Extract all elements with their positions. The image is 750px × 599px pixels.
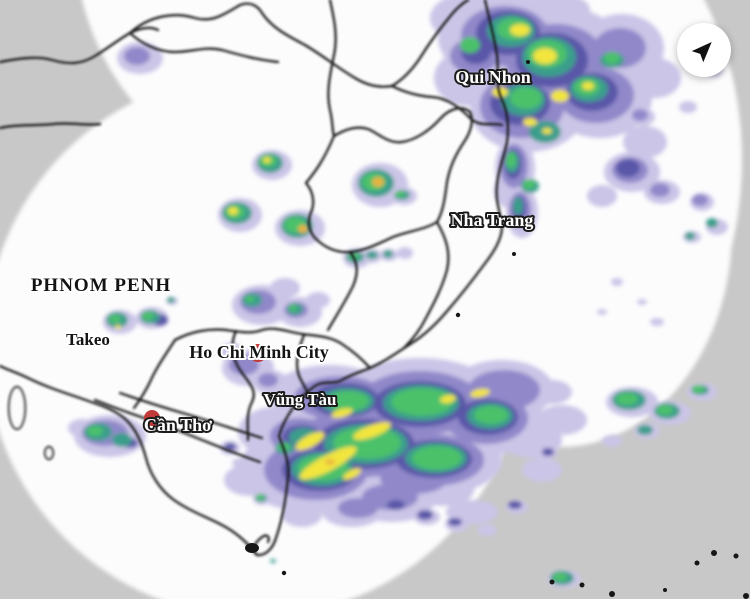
label-can-tho: Cần Thơ (144, 415, 212, 435)
city-labels: Qui Nhon Nha Trang PHNOM PENH Takeo Ho C… (29, 65, 536, 437)
city-markers (144, 344, 267, 426)
marker-ho-chi-minh-city (249, 344, 267, 362)
map-boundaries (0, 0, 510, 557)
radar-precipitation-layer (68, 0, 728, 588)
label-nha-trang: Nha Trang (451, 210, 534, 230)
label-vung-tau: Vũng Tàu (264, 390, 337, 409)
label-qui-nhon: Qui Nhon (455, 67, 531, 87)
marker-can-tho (144, 410, 160, 426)
label-phnom-penh: PHNOM PENH (31, 275, 171, 296)
locate-button[interactable] (677, 23, 731, 77)
label-ho-chi-minh-city: Ho Chi Minh City (189, 342, 329, 362)
islands (245, 60, 749, 599)
navigation-arrow-icon (691, 37, 717, 63)
label-takeo: Takeo (66, 330, 110, 349)
